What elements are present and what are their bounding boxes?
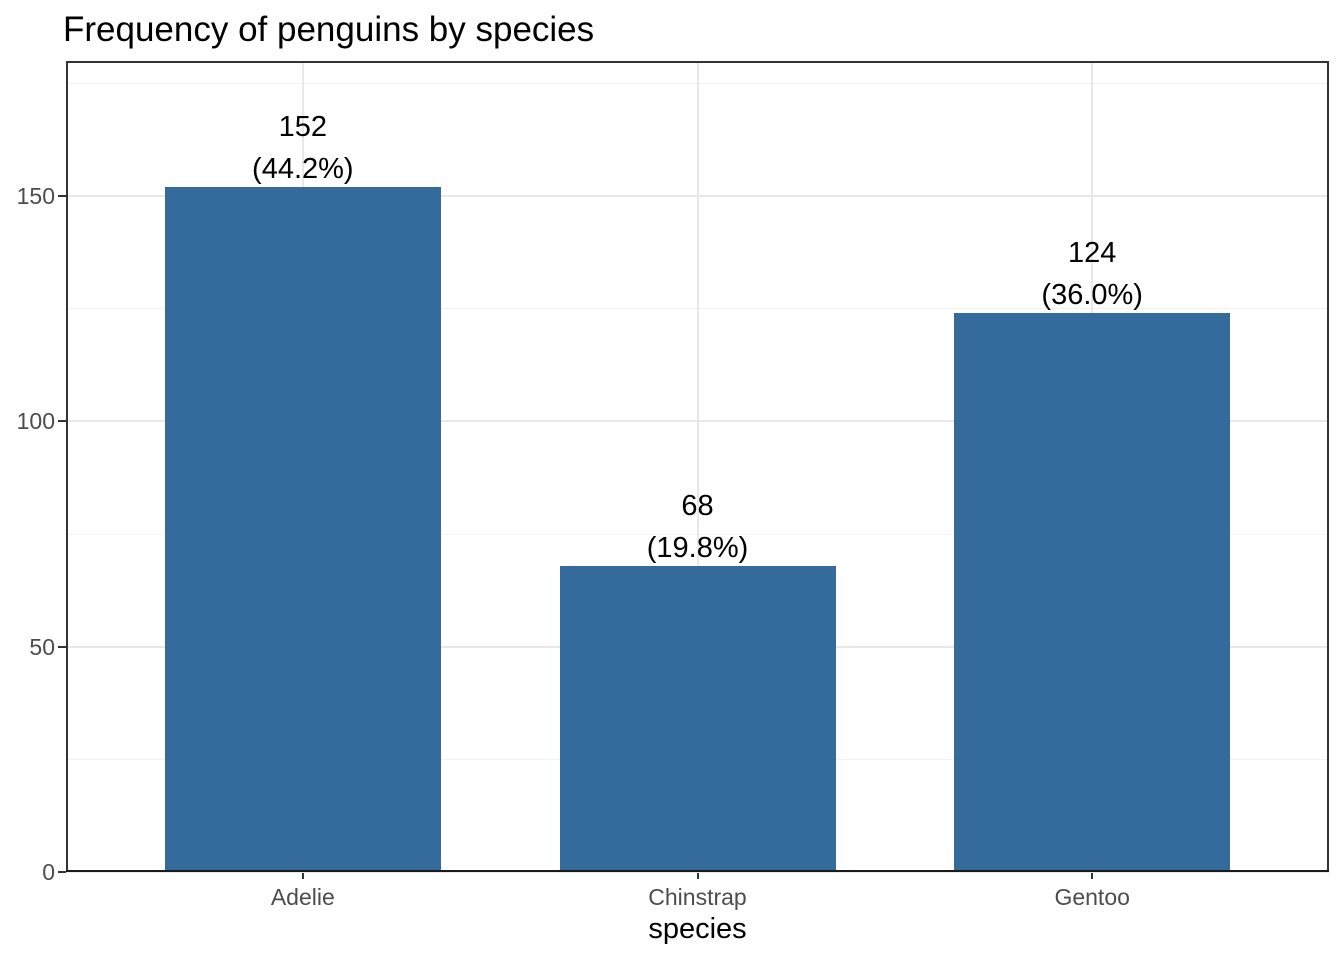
y-axis-tick: [58, 420, 66, 423]
y-axis-tick-label: 150: [16, 183, 55, 210]
x-axis-tick: [696, 872, 699, 879]
x-axis-tick-label: Gentoo: [1054, 884, 1130, 910]
y-axis-tick-label: 0: [42, 859, 55, 885]
y-axis-tick: [58, 195, 66, 198]
bar-value-label: 124 (36.0%): [1041, 237, 1143, 312]
bar-value-label: 68 (19.8%): [646, 489, 749, 564]
x-axis-line: [66, 870, 1329, 872]
bar-adelie: [164, 187, 441, 872]
y-axis-tick-label: 50: [29, 633, 55, 660]
x-axis-tick-label: Adelie: [270, 884, 335, 910]
bar-value-label: 152 (44.2%): [252, 111, 354, 186]
gridline-horizontal-major: [66, 871, 1329, 873]
x-axis-tick: [301, 872, 304, 879]
x-axis-title: species: [648, 913, 747, 945]
y-axis-tick-label: 100: [16, 408, 55, 435]
plot-panel: 152 (44.2%) 68 (19.8%) 124 (36.0%): [66, 61, 1329, 873]
x-axis-tick: [1091, 872, 1094, 879]
gridline-vertical-major: [696, 61, 699, 872]
bar-gentoo: [954, 313, 1231, 872]
chart-title: Frequency of penguins by species: [63, 10, 595, 49]
x-axis-tick-label: Chinstrap: [648, 884, 747, 910]
y-axis-tick: [58, 645, 66, 648]
y-axis-tick: [58, 871, 66, 873]
bar-chinstrap: [559, 565, 836, 872]
